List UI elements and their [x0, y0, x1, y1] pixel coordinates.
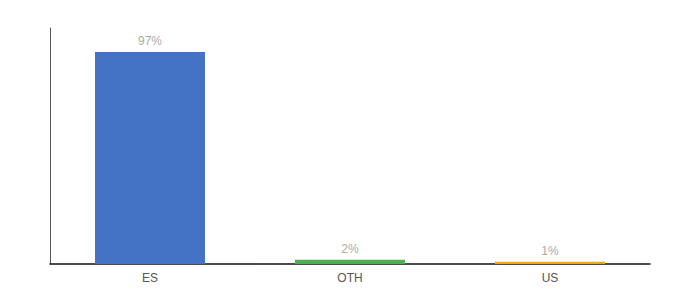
svg-text:US: US	[542, 271, 559, 285]
svg-text:ES: ES	[142, 271, 158, 285]
svg-text:OTH: OTH	[337, 271, 362, 285]
svg-text:1%: 1%	[541, 244, 559, 258]
svg-text:97%: 97%	[138, 34, 162, 48]
svg-text:2%: 2%	[341, 242, 359, 256]
